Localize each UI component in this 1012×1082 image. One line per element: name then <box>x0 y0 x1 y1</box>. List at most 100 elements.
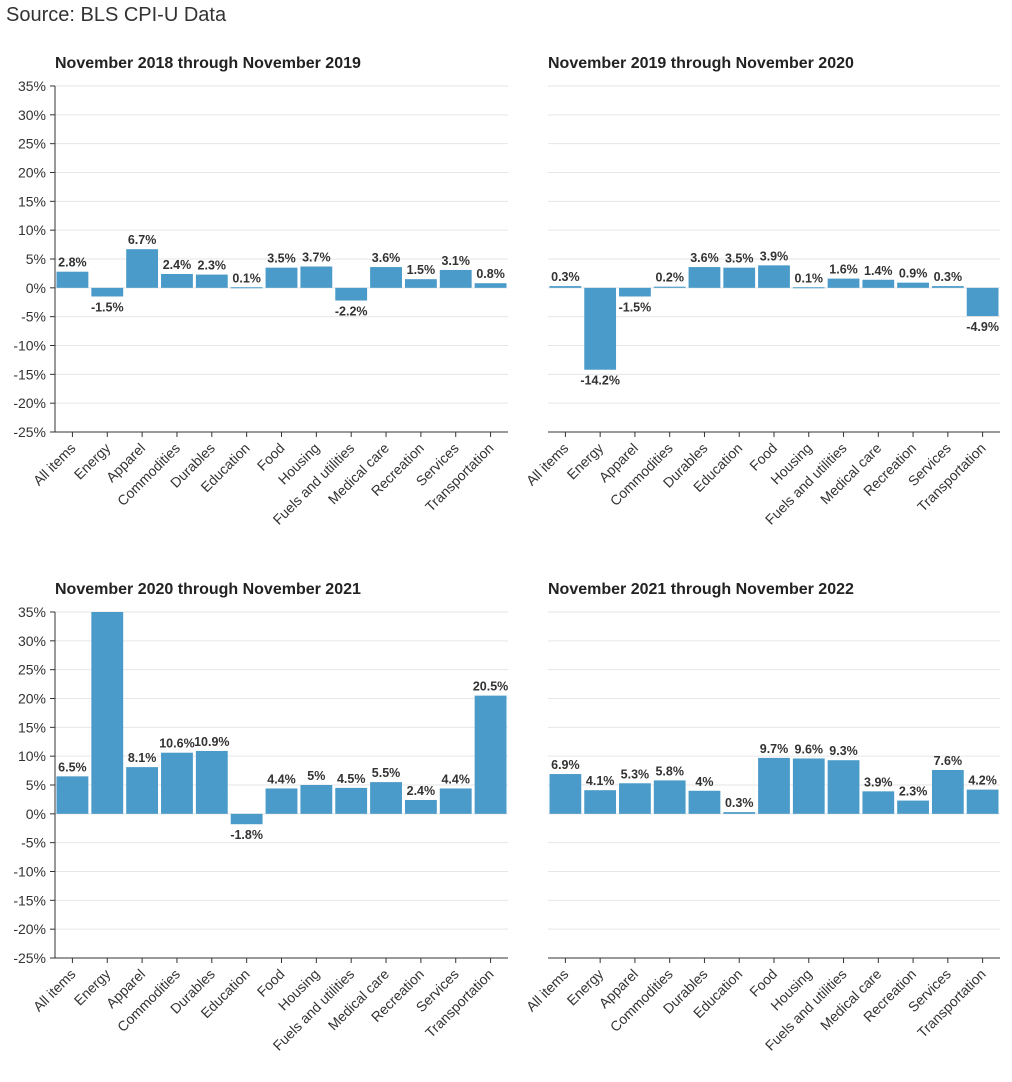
bar-durables <box>688 790 721 814</box>
bar-services <box>931 770 964 814</box>
data-label: 6.7% <box>128 233 157 247</box>
bar-all-items <box>56 271 89 288</box>
data-label: -2.2% <box>335 305 368 319</box>
bar-commodities <box>653 286 686 288</box>
data-label: 1.5% <box>407 263 436 277</box>
bar-energy <box>584 790 617 814</box>
chart-title: November 2021 through November 2022 <box>548 581 854 598</box>
data-label: 4.2% <box>968 774 997 788</box>
data-label: 3.6% <box>690 251 719 265</box>
y-tick-label: 15% <box>18 719 46 735</box>
data-label: 0.1% <box>795 271 824 285</box>
data-label: 0.3% <box>934 270 963 284</box>
bar-recreation <box>897 282 929 288</box>
chart-panel-2: November 2019 through November 2020 0.3% -… <box>523 55 1000 528</box>
bar-transportation <box>966 789 999 814</box>
y-tick-label: 10% <box>18 222 46 238</box>
data-label: 9.7% <box>760 742 789 756</box>
data-label: 3.5% <box>267 252 296 266</box>
data-label: 2.4% <box>407 784 436 798</box>
y-tick-label: 35% <box>18 78 46 94</box>
bar-commodities <box>161 273 193 288</box>
data-label: 9.6% <box>795 742 824 756</box>
y-tick-label: 5% <box>26 777 46 793</box>
bar-food <box>758 265 790 288</box>
y-tick-label: 25% <box>18 136 46 152</box>
bar-housing <box>300 266 333 288</box>
y-tick-label: 30% <box>18 107 46 123</box>
y-tick-label: -5% <box>21 835 46 851</box>
data-label: 4.4% <box>441 772 470 786</box>
data-label: 5.8% <box>655 764 684 778</box>
data-label: -1.5% <box>619 300 652 314</box>
bar-energy <box>91 287 124 297</box>
bar-recreation <box>897 800 929 814</box>
data-label: 7.6% <box>934 754 963 768</box>
y-tick-label: 5% <box>26 251 46 267</box>
bar-all-items <box>549 774 582 814</box>
y-tick-label: -15% <box>13 892 46 908</box>
bar-transportation <box>474 283 507 288</box>
data-label: -14.2% <box>580 374 620 388</box>
y-tick-label: 35% <box>18 604 46 620</box>
data-label: 0.3% <box>551 270 580 284</box>
source-note: Source: BLS CPI-U Data <box>6 4 227 26</box>
data-label: 0.1% <box>232 271 261 285</box>
bar-housing <box>792 287 825 289</box>
data-label: -1.8% <box>230 828 263 842</box>
bar-durables <box>195 750 228 814</box>
bar-fuels-and-utilities <box>335 787 368 814</box>
bar-education <box>723 267 756 288</box>
bar-apparel <box>619 287 651 297</box>
bar-commodities <box>161 752 193 814</box>
bar-housing <box>300 785 333 814</box>
y-tick-label: 15% <box>18 193 46 209</box>
chart-panel-4: November 2021 through November 2022 6.9% 4… <box>523 581 1000 1054</box>
data-label: 2.3% <box>899 785 928 799</box>
data-label: 1.6% <box>829 263 858 277</box>
bar-education <box>723 812 756 814</box>
chart-panel-3: November 2020 through November 2021 -25% -… <box>13 581 508 1054</box>
bar-medical-care <box>370 267 402 288</box>
data-label: 10.6% <box>159 737 194 751</box>
bar-education <box>230 813 263 825</box>
data-label: 3.7% <box>302 250 331 264</box>
y-tick-label: -10% <box>13 864 46 880</box>
bar-services <box>439 269 472 288</box>
bar-transportation <box>474 695 507 814</box>
data-label: 10.9% <box>194 735 229 749</box>
bar-services <box>439 788 472 814</box>
data-label: 3.6% <box>372 251 401 265</box>
bar-fuels-and-utilities <box>827 278 860 288</box>
bar-medical-care <box>862 791 895 814</box>
data-label: 0.8% <box>476 267 505 281</box>
data-label: 5.5% <box>372 766 401 780</box>
y-tick-label: 30% <box>18 633 46 649</box>
data-label: 2.4% <box>163 258 192 272</box>
bar-medical-care <box>862 279 895 288</box>
bar-energy <box>584 287 617 370</box>
y-tick-label: 0% <box>26 280 46 296</box>
y-tick-label: -20% <box>13 921 46 937</box>
y-tick-label: 25% <box>18 662 46 678</box>
bar-recreation <box>404 799 437 814</box>
x-tick-label: All items <box>523 966 572 1015</box>
y-tick-label: 0% <box>26 806 46 822</box>
data-label: 3.9% <box>864 775 893 789</box>
bar-energy <box>91 612 124 814</box>
bar-recreation <box>404 279 437 288</box>
bar-apparel <box>619 783 651 814</box>
data-label: 4.5% <box>337 772 366 786</box>
data-label: 2.8% <box>58 256 87 270</box>
data-label: -1.5% <box>91 300 124 314</box>
data-label: 0.3% <box>725 796 754 810</box>
data-label: -4.9% <box>966 320 999 334</box>
y-tick-label: -15% <box>13 366 46 382</box>
y-tick-label: 10% <box>18 748 46 764</box>
bar-fuels-and-utilities <box>827 760 860 814</box>
bar-food <box>758 757 790 814</box>
x-tick-label: All items <box>30 966 79 1015</box>
data-label: 3.1% <box>441 254 470 268</box>
y-tick-label: -25% <box>13 424 46 440</box>
